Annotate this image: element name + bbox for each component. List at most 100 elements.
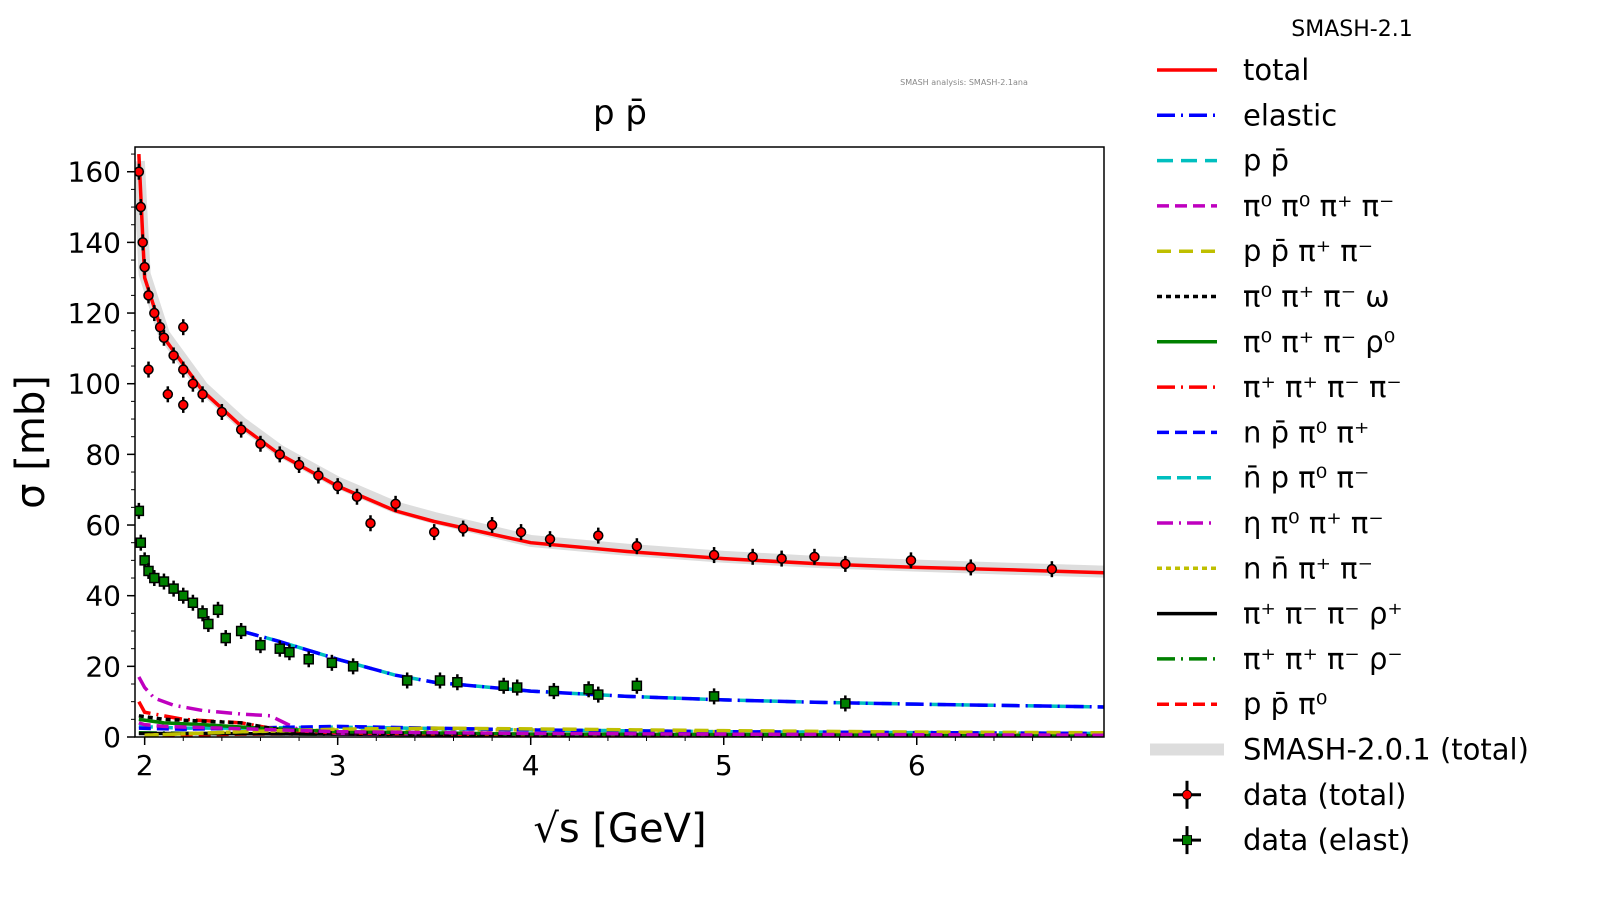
data-elast-point (212, 604, 224, 616)
data-total-point (137, 237, 148, 248)
legend-label: π⁰ π⁺ π⁻ ω (1243, 280, 1390, 314)
legend-label: π⁰ π⁺ π⁻ ρ⁰ (1243, 325, 1395, 359)
x-tick-label: 6 (908, 749, 926, 782)
series-line-6 (138, 717, 1104, 737)
data-elast-point (135, 537, 147, 548)
data-total-point (168, 350, 179, 361)
legend-marker (1182, 835, 1192, 846)
data-elast-point (158, 576, 170, 587)
data-total-point (255, 438, 266, 450)
data-total-point (486, 519, 498, 531)
data-elast-point (434, 675, 446, 686)
data-total-point (178, 321, 189, 333)
data-elast-point (255, 639, 266, 651)
data-total-point (197, 389, 208, 400)
x-tick-label: 5 (715, 749, 733, 782)
data-total-point (390, 498, 401, 510)
data-total-point (840, 558, 851, 570)
data-total-point (154, 321, 166, 333)
data-total-point (143, 364, 154, 375)
data-total-point (428, 526, 440, 538)
legend-label: p p̄ π⁺ π⁻ (1243, 234, 1373, 268)
legend-label: n̄ p π⁰ π⁻ (1243, 461, 1369, 495)
data-elast-point (197, 608, 208, 619)
data-total-point (216, 406, 228, 418)
data-total-point (149, 307, 160, 319)
data-elast-point (303, 654, 314, 665)
data-total-point (593, 530, 604, 541)
data-total-point (809, 551, 820, 563)
legend-title: SMASH-2.1 (1291, 17, 1412, 42)
data-total-point (351, 491, 363, 503)
x-tick-label: 4 (522, 749, 540, 782)
watermark: SMASH analysis: SMASH-2.1ana (900, 78, 1028, 87)
series-line-1 (240, 629, 1104, 709)
legend-marker (1182, 789, 1192, 800)
data-total-point (274, 449, 286, 460)
legend-label: elastic (1243, 98, 1337, 132)
data-total-point (143, 290, 154, 301)
legend-label: total (1243, 53, 1309, 87)
data-elast-point (708, 691, 720, 702)
legend-label: π⁺ π⁻ π⁻ ρ⁺ (1243, 597, 1403, 631)
legend-label: p p̄ (1243, 144, 1289, 178)
y-tick-label: 80 (85, 438, 121, 471)
data-elast-point (149, 572, 160, 584)
data-total-point (235, 424, 247, 435)
data-elast-point (143, 565, 154, 577)
data-total-point (776, 553, 787, 564)
x-axis-label: √s [GeV] (533, 806, 706, 852)
series-line-reference (135, 160, 1104, 578)
x-tick-label: 2 (136, 749, 154, 782)
legend-label: data (total) (1243, 778, 1406, 812)
data-elast-point (840, 698, 851, 709)
data-elast-point (631, 680, 643, 692)
legend-label: π⁺ π⁺ π⁻ π⁻ (1243, 370, 1402, 404)
legend-label: π⁰ π⁰ π⁺ π⁻ (1243, 189, 1394, 223)
y-tick-label: 40 (85, 580, 121, 613)
y-tick-label: 120 (68, 297, 121, 330)
data-elast-point (135, 505, 145, 517)
legend-label: SMASH-2.0.1 (total) (1243, 733, 1529, 767)
legend-label: data (elast) (1243, 823, 1410, 857)
y-tick-label: 100 (68, 368, 121, 401)
y-tick-label: 140 (68, 226, 121, 259)
y-axis-label: σ [mb] (8, 375, 54, 509)
data-total-point (158, 332, 170, 344)
data-total-point (905, 555, 917, 566)
data-total-point (708, 549, 720, 561)
data-total-point (162, 389, 174, 400)
data-total-point (544, 533, 556, 545)
data-elast-point (235, 625, 247, 637)
legend-label: η π⁰ π⁺ π⁻ (1243, 506, 1384, 540)
y-tick-label: 20 (85, 650, 121, 683)
data-elast-point (178, 590, 189, 601)
y-tick-label: 60 (85, 509, 121, 542)
plot-frame (134, 146, 1105, 738)
data-total-point (313, 470, 324, 481)
data-elast-point (347, 661, 359, 672)
data-elast-point (326, 657, 338, 669)
data-total-point (293, 459, 305, 471)
legend-label: n n̄ π⁺ π⁻ (1243, 551, 1373, 585)
legend: total elastic p p̄ π⁰ π⁰ π⁺ π⁻ p p̄ π⁺ π⁻ π⁰ … (1150, 53, 1529, 857)
chart-title: p p̄ (593, 93, 647, 133)
legend-label: n p̄ π⁰ π⁺ (1243, 415, 1369, 449)
data-total-point (135, 201, 147, 213)
data-elast-point (139, 555, 150, 566)
data-elast-point (548, 685, 560, 697)
data-elast-point (284, 646, 295, 658)
series-line-4 (144, 726, 1104, 737)
data-elast-point (511, 682, 523, 693)
data-elast-point (452, 676, 463, 688)
data-elast-point (593, 689, 604, 700)
series-line-0 (137, 153, 1104, 575)
data-total-point (747, 551, 758, 563)
data-elast-point (274, 643, 286, 654)
data-total-point (965, 562, 977, 573)
data-total-point (178, 399, 189, 411)
data-total-point (1046, 563, 1058, 575)
data-total-point (457, 523, 469, 534)
